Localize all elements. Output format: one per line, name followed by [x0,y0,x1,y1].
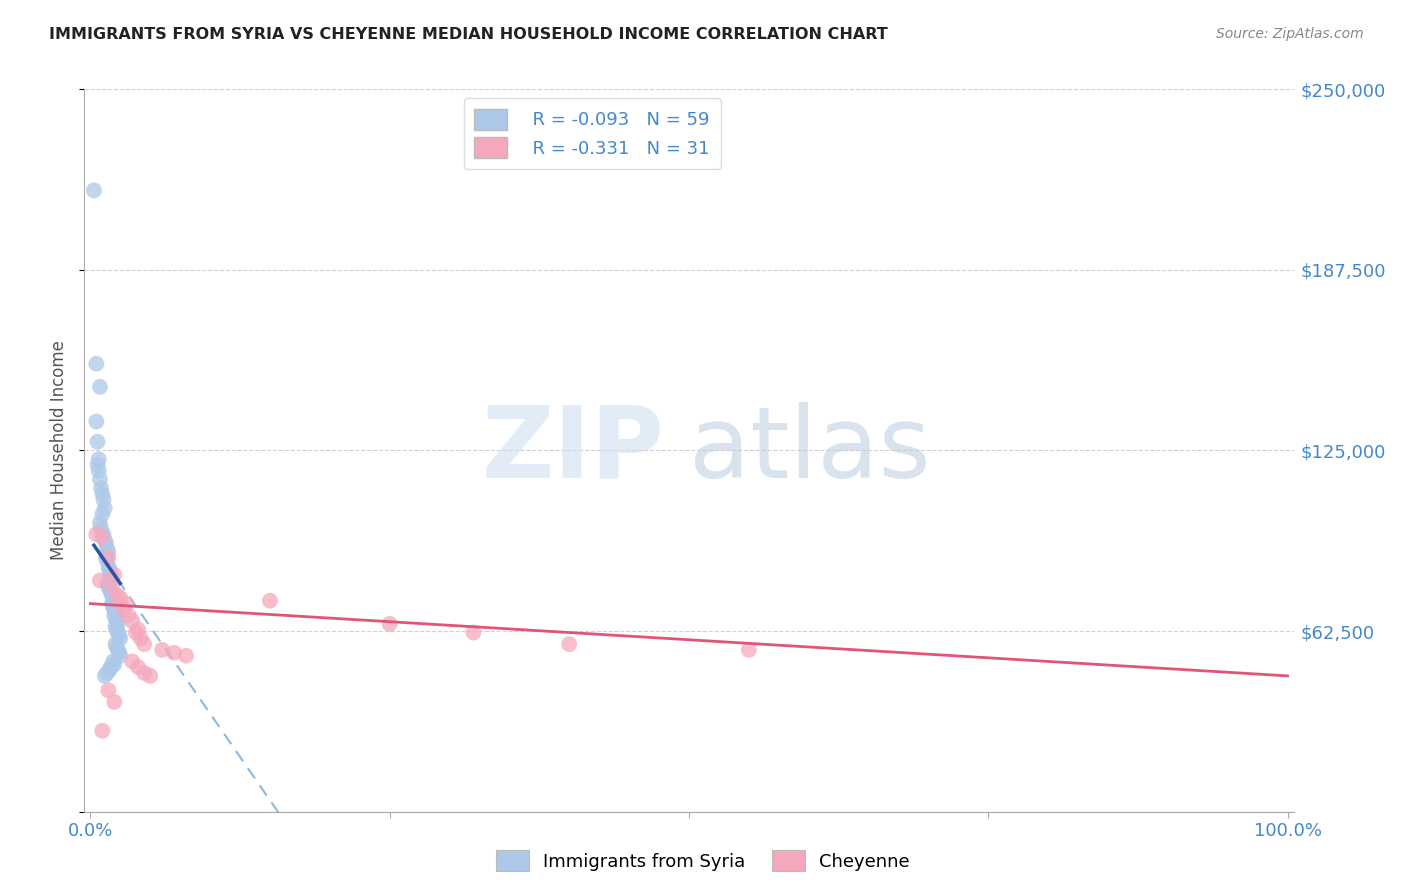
Point [150,643,173,657]
Point [86,527,108,541]
Point [103,695,125,709]
Point [93,492,115,507]
Point [127,623,149,637]
Point [103,657,125,672]
Point [105,614,128,628]
Point [86,415,108,429]
Point [104,611,127,625]
Point [91,530,114,544]
Point [93,501,115,516]
Point [463,625,485,640]
Point [89,574,111,588]
Point [94,536,117,550]
Point [104,620,127,634]
Point [259,593,281,607]
Point [101,599,124,614]
Point [97,683,120,698]
Point [83,183,105,197]
Point [96,553,118,567]
Point [163,646,186,660]
Point [101,579,124,593]
Point [107,643,129,657]
Point [91,507,114,521]
Point [98,565,121,579]
Point [93,669,115,683]
Point [103,608,125,623]
Point [108,628,131,642]
Point [89,472,111,486]
Point [738,643,761,657]
Point [103,602,125,616]
Text: IMMIGRANTS FROM SYRIA VS CHEYENNE MEDIAN HOUSEHOLD INCOME CORRELATION CHART: IMMIGRANTS FROM SYRIA VS CHEYENNE MEDIAN… [49,27,889,42]
Point [174,648,197,663]
Point [107,616,129,631]
Point [134,637,156,651]
Point [112,602,135,616]
Point [97,579,120,593]
Point [134,665,156,680]
Point [100,585,122,599]
Point [101,597,124,611]
Point [94,550,117,565]
Point [93,527,115,541]
Point [104,605,127,619]
Point [110,632,132,646]
Point [91,487,114,501]
Point [101,591,124,605]
Point [103,593,125,607]
Point [97,544,120,558]
Point [87,464,110,478]
Point [93,533,115,547]
Point [108,646,131,660]
Point [127,660,149,674]
Point [97,550,120,565]
Text: atlas: atlas [689,402,931,499]
Point [125,625,148,640]
Legend:   R = -0.093   N = 59,   R = -0.331   N = 31: R = -0.093 N = 59, R = -0.331 N = 31 [464,98,721,169]
Point [118,608,141,623]
Point [86,434,108,449]
Point [121,655,143,669]
Point [121,614,143,628]
Point [91,723,114,738]
Point [86,357,108,371]
Text: ZIP: ZIP [482,402,665,499]
Point [97,559,120,574]
Point [100,567,122,582]
Y-axis label: Median Household Income: Median Household Income [51,341,69,560]
Point [101,655,124,669]
Point [86,458,108,472]
Point [96,665,118,680]
Point [96,541,118,556]
Point [139,669,162,683]
Point [100,660,122,674]
Point [110,648,132,663]
Point [87,452,110,467]
Point [105,640,128,654]
Point [129,632,152,646]
Point [110,591,132,605]
Point [105,623,128,637]
Point [89,516,111,530]
Point [98,562,121,576]
Legend: Immigrants from Syria, Cheyenne: Immigrants from Syria, Cheyenne [489,843,917,879]
Point [378,616,401,631]
Point [90,521,112,535]
Point [558,637,581,651]
Point [89,380,111,394]
Point [103,567,125,582]
Point [98,582,121,597]
Point [98,663,121,677]
Point [101,574,124,588]
Point [107,625,129,640]
Point [115,597,138,611]
Point [101,588,124,602]
Point [105,588,128,602]
Point [96,576,118,591]
Point [90,481,112,495]
Text: Source: ZipAtlas.com: Source: ZipAtlas.com [1216,27,1364,41]
Point [104,637,127,651]
